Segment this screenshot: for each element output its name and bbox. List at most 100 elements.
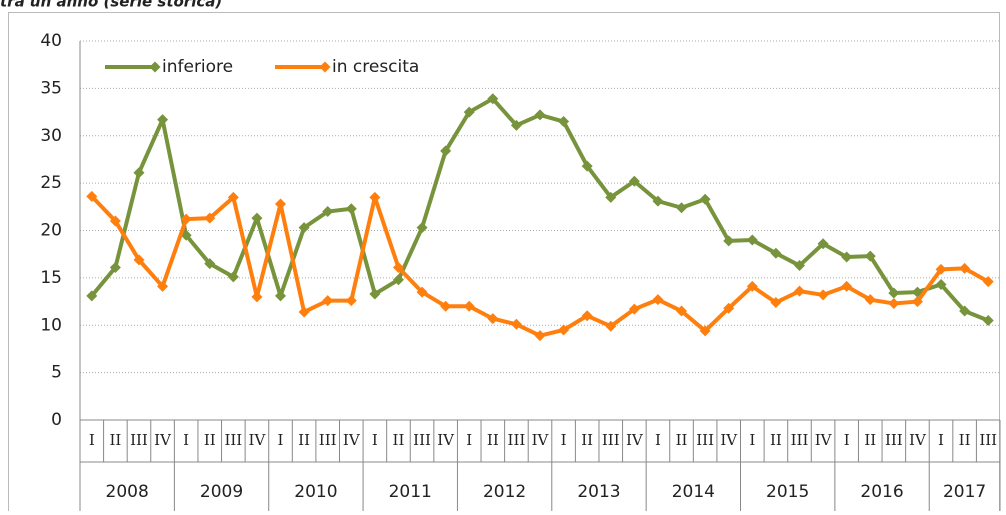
year-label: 2011 <box>389 482 432 502</box>
y-tick-label: 10 <box>40 315 62 335</box>
x-tick-label: I <box>89 431 95 449</box>
x-tick-label: IV <box>532 431 550 449</box>
marker <box>227 271 239 283</box>
legend-marker <box>319 61 331 73</box>
marker <box>440 145 452 157</box>
marker <box>864 294 876 306</box>
marker <box>793 285 805 297</box>
x-tick-label: III <box>508 431 526 449</box>
marker <box>864 250 876 262</box>
year-label: 2008 <box>106 482 149 502</box>
x-tick-label: II <box>770 431 782 449</box>
marker <box>746 280 758 292</box>
x-tick-label: I <box>372 431 378 449</box>
x-tick-label: III <box>319 431 337 449</box>
marker <box>345 295 357 307</box>
marker <box>817 289 829 301</box>
marker <box>416 286 428 298</box>
marker <box>109 215 121 227</box>
marker <box>180 213 192 225</box>
marker <box>133 167 145 179</box>
y-tick-label: 5 <box>51 363 62 383</box>
x-tick-label: IV <box>720 431 738 449</box>
year-label: 2017 <box>943 482 986 502</box>
x-tick-label: II <box>581 431 593 449</box>
marker <box>581 160 593 172</box>
marker <box>652 195 664 207</box>
x-tick-label: II <box>959 431 971 449</box>
x-tick-label: IV <box>249 431 267 449</box>
marker <box>652 294 664 306</box>
x-tick-label: I <box>278 431 284 449</box>
legend-marker <box>149 61 161 73</box>
marker <box>888 287 900 299</box>
x-tick-label: IV <box>154 431 172 449</box>
marker <box>770 247 782 259</box>
marker <box>251 291 263 303</box>
marker <box>251 212 263 224</box>
marker <box>227 191 239 203</box>
year-label: 2013 <box>577 482 620 502</box>
x-tick-label: IV <box>626 431 644 449</box>
x-tick-label: III <box>130 431 148 449</box>
x-tick-label: III <box>413 431 431 449</box>
marker <box>463 300 475 312</box>
x-tick-label: IV <box>909 431 927 449</box>
marker <box>911 296 923 308</box>
x-tick-label: I <box>561 431 567 449</box>
marker <box>487 313 499 325</box>
x-tick-label: IV <box>815 431 833 449</box>
marker <box>676 305 688 317</box>
marker <box>510 318 522 330</box>
marker <box>369 288 381 300</box>
marker <box>298 306 310 318</box>
legend-label: in crescita <box>332 57 419 77</box>
marker <box>157 114 169 126</box>
year-label: 2009 <box>200 482 243 502</box>
year-label: 2014 <box>672 482 715 502</box>
marker <box>204 258 216 270</box>
x-tick-label: IV <box>437 431 455 449</box>
y-tick-label: 40 <box>40 31 62 51</box>
marker <box>86 290 98 302</box>
marker <box>275 198 287 210</box>
marker <box>345 203 357 215</box>
marker <box>841 251 853 263</box>
y-tick-label: 30 <box>40 126 62 146</box>
x-tick-label: III <box>602 431 620 449</box>
marker <box>463 106 475 118</box>
marker <box>959 262 971 274</box>
x-tick-label: I <box>183 431 189 449</box>
marker <box>86 190 98 202</box>
x-tick-label: III <box>696 431 714 449</box>
x-tick-label: II <box>393 431 405 449</box>
marker <box>935 263 947 275</box>
marker <box>322 295 334 307</box>
year-label: 2016 <box>860 482 903 502</box>
x-tick-label: IV <box>343 431 361 449</box>
x-tick-label: II <box>204 431 216 449</box>
year-label: 2012 <box>483 482 526 502</box>
marker <box>699 325 711 337</box>
marker <box>982 315 994 327</box>
x-tick-label: II <box>487 431 499 449</box>
x-tick-label: I <box>466 431 472 449</box>
x-tick-label: I <box>844 431 850 449</box>
x-tick-label: I <box>938 431 944 449</box>
marker <box>157 280 169 292</box>
y-tick-label: 20 <box>40 221 62 241</box>
marker <box>440 300 452 312</box>
marker <box>770 297 782 309</box>
marker <box>793 260 805 272</box>
marker <box>676 202 688 214</box>
marker <box>723 235 735 247</box>
year-label: 2015 <box>766 482 809 502</box>
marker <box>133 254 145 266</box>
y-tick-label: 0 <box>51 410 62 430</box>
marker <box>935 279 947 291</box>
x-tick-label: II <box>864 431 876 449</box>
x-tick-label: III <box>791 431 809 449</box>
x-tick-label: II <box>109 431 121 449</box>
series-line <box>90 96 989 323</box>
